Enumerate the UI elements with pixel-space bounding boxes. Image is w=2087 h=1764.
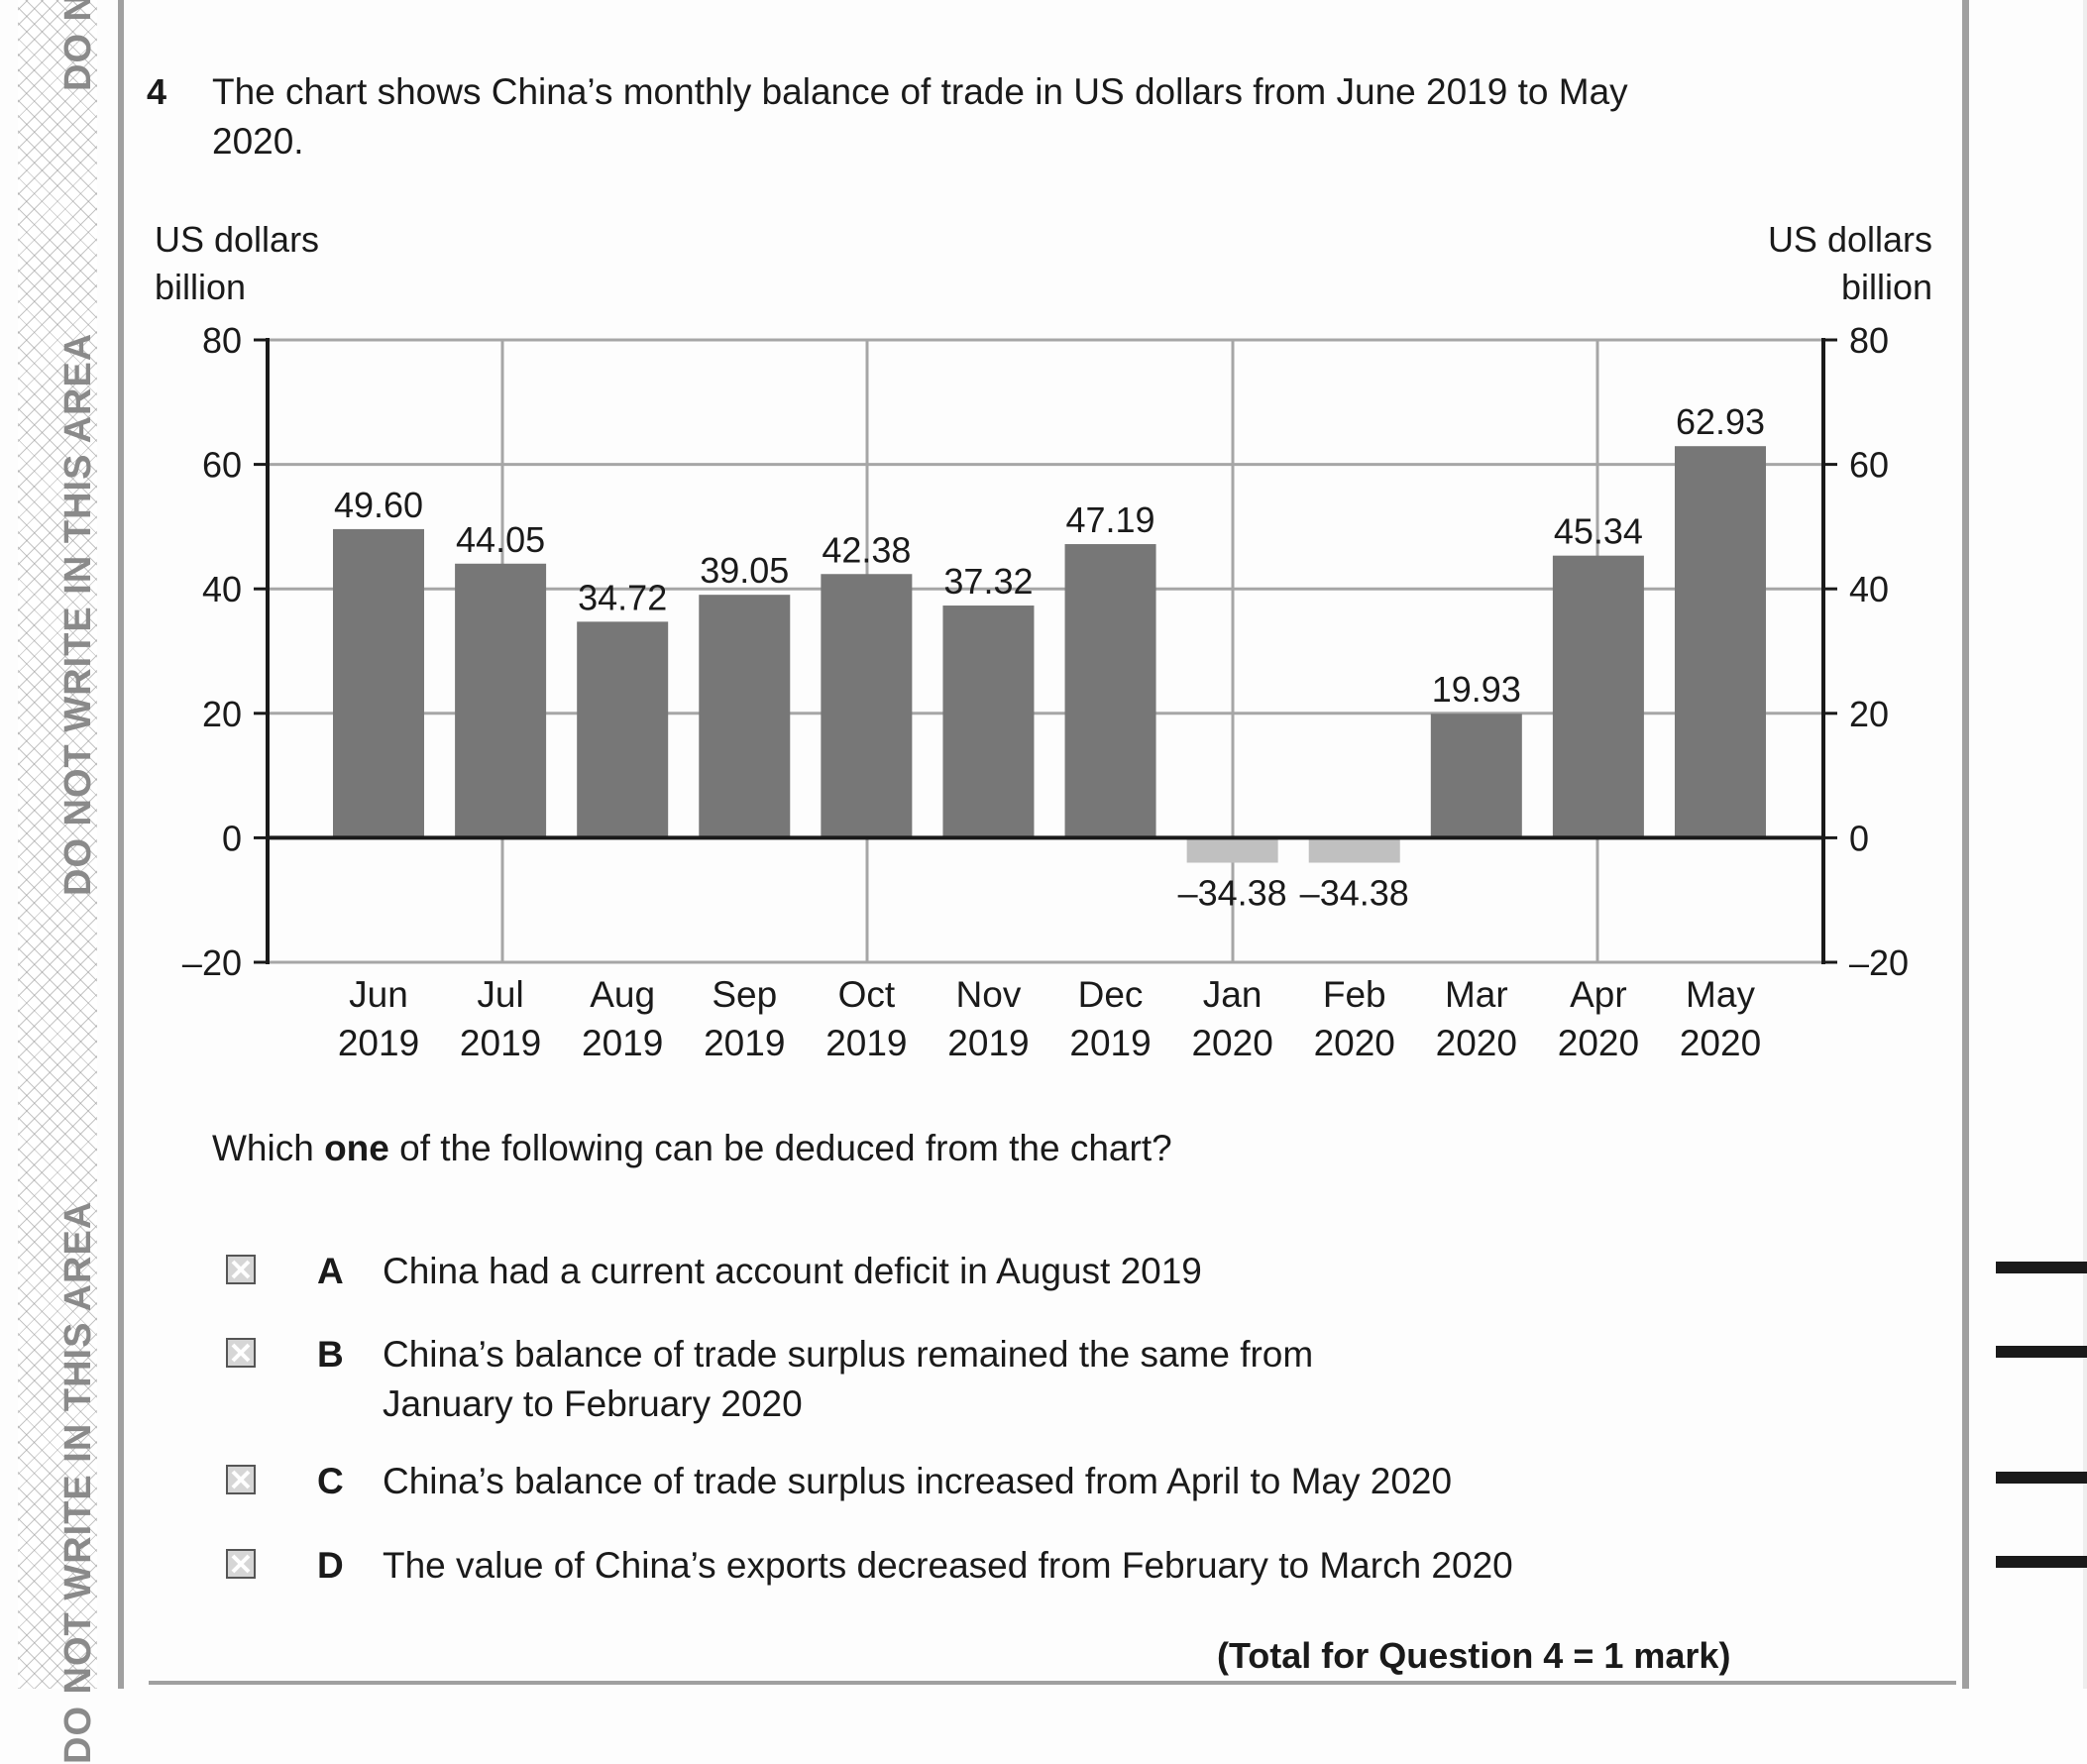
option-a-letter: A: [317, 1251, 344, 1291]
y-tick-label-right: 80: [1849, 320, 1889, 361]
option-a-checkbox[interactable]: [226, 1255, 256, 1284]
data-label: 44.05: [456, 519, 545, 560]
y-tick-label-right: 20: [1849, 694, 1889, 734]
bar-mar: [1430, 714, 1522, 838]
page-border-left: [118, 0, 124, 1689]
bar-nov: [942, 606, 1035, 838]
x-tick-label-month: May: [1686, 974, 1755, 1015]
x-tick-label-month: Sep: [712, 974, 777, 1015]
y-tick-label-left: 80: [202, 320, 242, 361]
x-tick-label-month: Apr: [1570, 974, 1627, 1015]
y-tick-label-right: –20: [1849, 942, 1909, 983]
bar-oct: [821, 574, 913, 838]
left-axis-unit-line1: US dollars: [155, 219, 320, 260]
x-tick-label-month: Nov: [956, 974, 1022, 1015]
option-d-checkbox[interactable]: [226, 1549, 256, 1579]
right-axis-unit: US dollars billion: [1685, 216, 1932, 311]
answer-mark-line-c: [1996, 1472, 2087, 1484]
left-axis-unit: US dollars billion: [155, 216, 319, 311]
question-total: (Total for Question 4 = 1 mark): [1217, 1635, 1731, 1676]
prompt-bold: one: [324, 1128, 389, 1168]
x-tick-label-month: Jun: [349, 974, 408, 1015]
y-tick-label-right: 60: [1849, 445, 1889, 486]
x-tick-label-year: 2019: [338, 1023, 419, 1063]
data-label: 39.05: [700, 550, 789, 591]
x-tick-label-month: Jul: [477, 974, 523, 1015]
option-b-text: China’s balance of trade surplus remaine…: [383, 1334, 1314, 1424]
data-label: 19.93: [1432, 669, 1521, 710]
option-d-text: The value of China’s exports decreased f…: [383, 1545, 1513, 1586]
question-bottom-rule: [149, 1681, 1956, 1685]
page-border-right: [1962, 0, 1969, 1689]
x-tick-label-year: 2020: [1558, 1023, 1639, 1063]
data-label: 62.93: [1676, 401, 1765, 442]
bar-apr: [1552, 555, 1644, 838]
question-number: 4: [147, 71, 167, 112]
x-tick-label-year: 2020: [1191, 1023, 1272, 1063]
chart-axes: [254, 338, 1837, 964]
data-label: 45.34: [1554, 511, 1643, 552]
do-not-write-margin: [18, 0, 97, 1689]
x-tick-label-month: Mar: [1445, 974, 1508, 1015]
y-tick-label-left: 20: [202, 694, 242, 734]
x-tick-label-month: Aug: [590, 974, 655, 1015]
option-c-letter: C: [317, 1461, 344, 1501]
y-tick-label-right: 0: [1849, 818, 1869, 858]
data-label: 47.19: [1065, 499, 1154, 540]
bar-jun: [333, 528, 424, 838]
option-d-letter: D: [317, 1545, 344, 1586]
bar-sep: [699, 595, 791, 838]
x-tick-label-year: 2020: [1680, 1023, 1761, 1063]
x-tick-label-year: 2019: [460, 1023, 541, 1063]
option-b-letter: B: [317, 1334, 344, 1375]
x-tick-label-year: 2019: [947, 1023, 1029, 1063]
answer-mark-line-b: [1996, 1346, 2087, 1358]
x-tick-label-month: Dec: [1078, 974, 1144, 1015]
right-axis-unit-line2: billion: [1840, 267, 1932, 307]
chart-bars: [333, 446, 1766, 863]
option-c-checkbox[interactable]: [226, 1465, 256, 1494]
x-tick-label-year: 2020: [1314, 1023, 1395, 1063]
x-tick-label-month: Feb: [1323, 974, 1386, 1015]
data-label: –34.38: [1178, 872, 1287, 913]
x-tick-label-year: 2019: [1069, 1023, 1151, 1063]
question-text: The chart shows China’s monthly balance …: [212, 71, 1628, 162]
y-tick-label-right: 40: [1849, 569, 1889, 609]
y-tick-label-left: 40: [202, 569, 242, 609]
question-prompt: Which one of the following can be deduce…: [212, 1128, 1172, 1169]
left-axis-unit-line2: billion: [155, 267, 247, 307]
y-tick-label-left: 60: [202, 445, 242, 486]
answer-mark-line-d: [1996, 1556, 2087, 1568]
bar-aug: [577, 621, 669, 838]
data-label: 42.38: [822, 529, 911, 570]
x-tick-label-year: 2020: [1436, 1023, 1517, 1063]
option-b-checkbox[interactable]: [226, 1338, 256, 1368]
y-tick-label-left: –20: [182, 942, 242, 983]
bar-may: [1675, 446, 1766, 838]
bar-jan: [1186, 837, 1278, 863]
data-label: 37.32: [943, 561, 1033, 602]
x-tick-label-year: 2019: [825, 1023, 907, 1063]
bar-jul: [455, 563, 547, 838]
data-label: 34.72: [578, 577, 667, 617]
page-edge: [2083, 0, 2087, 1689]
option-c-text: China’s balance of trade surplus increas…: [383, 1461, 1453, 1501]
prompt-post: of the following can be deduced from the…: [388, 1128, 1172, 1168]
margin-warning-lower: DO NOT WRITE IN THIS AREA: [57, 1200, 99, 1764]
data-label: –34.38: [1300, 872, 1409, 913]
data-label: 49.60: [334, 485, 423, 525]
answer-mark-line-a: [1996, 1262, 2087, 1273]
y-tick-label-left: 0: [222, 818, 242, 858]
x-tick-label-month: Oct: [838, 974, 896, 1015]
right-axis-unit-line1: US dollars: [1767, 219, 1932, 260]
x-tick-label-year: 2019: [704, 1023, 785, 1063]
bar-dec: [1064, 544, 1156, 838]
option-a-text: China had a current account deficit in A…: [383, 1251, 1202, 1291]
x-tick-label-year: 2019: [582, 1023, 663, 1063]
prompt-pre: Which: [212, 1128, 325, 1168]
x-tick-label-month: Jan: [1203, 974, 1263, 1015]
bar-feb: [1308, 837, 1400, 863]
